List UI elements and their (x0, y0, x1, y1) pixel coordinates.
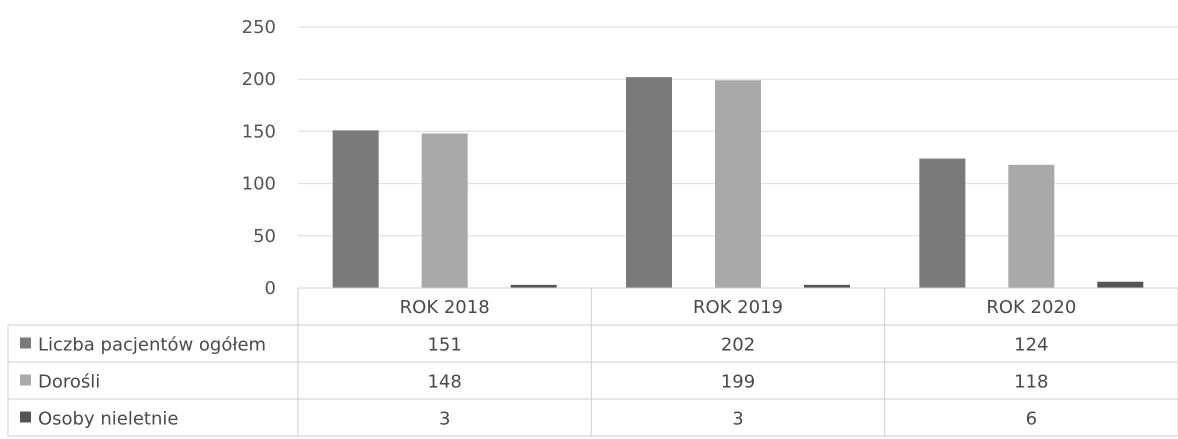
y-tick-label: 50 (253, 226, 276, 247)
legend-key (20, 374, 31, 386)
legend-label: Osoby nieletnie (38, 409, 178, 430)
legend-key (20, 337, 31, 349)
data-value-label: 124 (1014, 335, 1048, 356)
data-value-label: 199 (721, 372, 755, 393)
legend-label: Liczba pacjentów ogółem (38, 335, 266, 356)
bar (1008, 164, 1055, 288)
data-value-label: 148 (427, 372, 461, 393)
data-value-label: 3 (439, 409, 450, 430)
bar (1097, 281, 1144, 288)
y-tick-label: 0 (265, 278, 276, 299)
bar (421, 133, 468, 288)
y-tick-label: 150 (242, 121, 276, 142)
data-value-label: 6 (1026, 409, 1037, 430)
bar (626, 77, 672, 288)
y-tick-label: 200 (242, 69, 276, 90)
bar (804, 284, 850, 288)
bar (332, 130, 379, 288)
data-value-label: 151 (427, 335, 461, 356)
y-tick-label: 100 (242, 174, 276, 195)
category-label: ROK 2020 (986, 297, 1076, 318)
bar (919, 158, 966, 288)
bar (510, 284, 557, 288)
y-tick-label: 250 (242, 17, 276, 38)
data-value-label: 202 (721, 335, 755, 356)
legend-key (20, 411, 31, 423)
bar (715, 80, 761, 288)
category-label: ROK 2018 (400, 297, 490, 318)
data-value-label: 3 (732, 409, 743, 430)
category-label: ROK 2019 (693, 297, 783, 318)
data-value-label: 118 (1014, 372, 1048, 393)
legend-label: Dorośli (38, 372, 100, 393)
